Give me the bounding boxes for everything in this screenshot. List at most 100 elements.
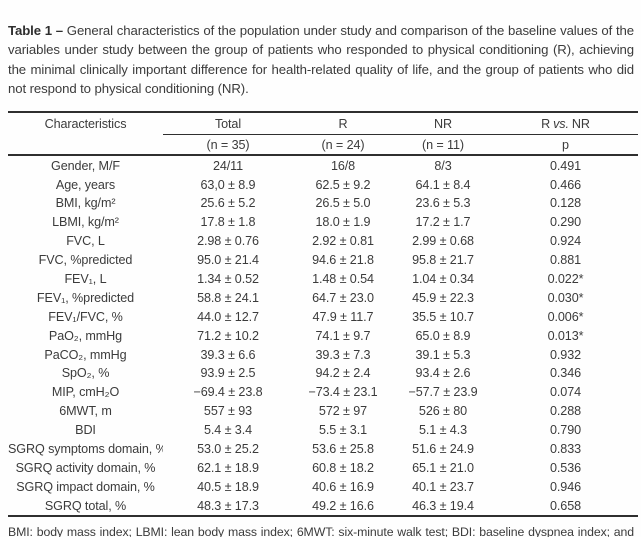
header-nr-n: (n = 11) bbox=[393, 134, 493, 157]
r-cell: 39.3 ± 7.3 bbox=[315, 347, 371, 362]
p-cell: 0.013* bbox=[547, 328, 584, 343]
header-r-n: (n = 24) bbox=[293, 134, 393, 157]
row-label-cell: BDI bbox=[75, 423, 96, 438]
header-p: p bbox=[493, 134, 638, 157]
p-cell: 0.074 bbox=[549, 385, 581, 400]
nr-cell: 526 ± 80 bbox=[418, 404, 468, 419]
p-cell: 0.022* bbox=[547, 271, 584, 286]
r-cell: 60.8 ± 18.2 bbox=[312, 460, 374, 475]
r-cell: 49.2 ± 16.6 bbox=[293, 496, 393, 518]
r-cell: 64.7 ± 23.0 bbox=[312, 290, 374, 305]
table-caption-label: Table 1 – bbox=[8, 23, 63, 39]
table-row: SpO₂, % 93.9 ± 2.5 94.2 ± 2.4 93.4 ± 2.6… bbox=[8, 364, 638, 383]
table-row: Age, years 63,0 ± 8.9 62.5 ± 9.2 64.1 ± … bbox=[8, 175, 638, 194]
table-row: LBMI, kg/m² 17.8 ± 1.8 18.0 ± 1.9 17.2 ±… bbox=[8, 213, 638, 232]
nr-cell: 2.99 ± 0.68 bbox=[412, 234, 474, 249]
row-label-cell: SGRQ impact domain, % bbox=[16, 479, 155, 494]
row-label-cell: SGRQ activity domain, % bbox=[15, 460, 156, 475]
r-cell: 5.5 ± 3.1 bbox=[318, 423, 368, 438]
total-cell: 58.8 ± 24.1 bbox=[197, 290, 259, 305]
row-label-cell: LBMI, kg/m² bbox=[52, 215, 119, 230]
nr-cell: 46.3 ± 19.4 bbox=[393, 496, 493, 518]
row-label-cell: 6MWT, m bbox=[59, 404, 112, 419]
header-nr: NR bbox=[393, 112, 493, 136]
r-cell: 47.9 ± 11.7 bbox=[312, 309, 374, 324]
p-cell: 0.932 bbox=[549, 347, 581, 362]
table-row: MIP, cmH₂O −69.4 ± 23.8 −73.4 ± 23.1 −57… bbox=[8, 383, 638, 402]
r-cell: 53.6 ± 25.8 bbox=[312, 441, 374, 456]
table-row: 6MWT, m 557 ± 93 572 ± 97 526 ± 80 0.288 bbox=[8, 402, 638, 421]
p-cell: 0.466 bbox=[549, 177, 581, 192]
nr-cell: 1.04 ± 0.34 bbox=[412, 271, 474, 286]
table-caption-text: General characteristics of the populatio… bbox=[8, 23, 634, 96]
total-cell: 25.6 ± 5.2 bbox=[200, 196, 256, 211]
total-cell: 93.9 ± 2.5 bbox=[200, 366, 256, 381]
p-cell: 0.790 bbox=[549, 423, 581, 438]
nr-cell: 8/3 bbox=[434, 158, 452, 173]
total-cell: 44.0 ± 12.7 bbox=[197, 309, 259, 324]
row-label-cell: FVC, L bbox=[66, 234, 105, 249]
header-row-counts: (n = 35) (n = 24) (n = 11) p bbox=[8, 134, 638, 157]
table-row: Gender, M/F 24/11 16/8 8/3 0.491 bbox=[8, 155, 638, 175]
table-row: FVC, L 2.98 ± 0.76 2.92 ± 0.81 2.99 ± 0.… bbox=[8, 232, 638, 251]
row-label-cell: SGRQ total, % bbox=[8, 496, 163, 518]
table-row: PaO₂, mmHg 71.2 ± 10.2 74.1 ± 9.7 65.0 ±… bbox=[8, 326, 638, 345]
row-label-cell: Gender, M/F bbox=[51, 158, 120, 173]
r-cell: 94.2 ± 2.4 bbox=[315, 366, 371, 381]
p-cell: 0.833 bbox=[549, 441, 581, 456]
table-row: SGRQ impact domain, % 40.5 ± 18.9 40.6 ±… bbox=[8, 477, 638, 496]
nr-cell: 93.4 ± 2.6 bbox=[415, 366, 471, 381]
p-cell: 0.536 bbox=[549, 460, 581, 475]
table-body: Gender, M/F 24/11 16/8 8/3 0.491 Age, ye… bbox=[8, 155, 638, 518]
header-spacer-cell bbox=[8, 134, 163, 157]
r-cell: 572 ± 97 bbox=[318, 404, 368, 419]
r-cell: 62.5 ± 9.2 bbox=[315, 177, 371, 192]
r-cell: 18.0 ± 1.9 bbox=[315, 215, 371, 230]
p-cell: 0.128 bbox=[549, 196, 581, 211]
row-label-cell: SGRQ symptoms domain, % bbox=[8, 441, 163, 456]
nr-cell: 51.6 ± 24.9 bbox=[412, 441, 474, 456]
nr-cell: 39.1 ± 5.3 bbox=[415, 347, 471, 362]
r-cell: −73.4 ± 23.1 bbox=[308, 385, 378, 400]
r-cell: 74.1 ± 9.7 bbox=[315, 328, 371, 343]
row-label-cell: PaO₂, mmHg bbox=[48, 328, 123, 343]
table-row: SGRQ total, % 48.3 ± 17.3 49.2 ± 16.6 46… bbox=[8, 496, 638, 518]
total-cell: 48.3 ± 17.3 bbox=[163, 496, 293, 518]
nr-cell: 5.1 ± 4.3 bbox=[418, 423, 468, 438]
total-cell: 95.0 ± 21.4 bbox=[197, 253, 259, 268]
row-label-cell: BMI, kg/m² bbox=[55, 196, 116, 211]
table-footnote: BMI: body mass index; LBMI: lean body ma… bbox=[8, 525, 634, 537]
header-r-vs-nr-prefix: R bbox=[541, 116, 551, 131]
total-cell: 2.98 ± 0.76 bbox=[197, 234, 259, 249]
r-cell: 2.92 ± 0.81 bbox=[312, 234, 374, 249]
total-cell: 24/11 bbox=[212, 158, 244, 173]
p-cell: 0.030* bbox=[547, 290, 584, 305]
table-row: FEV₁, %predicted 58.8 ± 24.1 64.7 ± 23.0… bbox=[8, 288, 638, 307]
r-cell: 40.6 ± 16.9 bbox=[312, 479, 374, 494]
row-label-cell: MIP, cmH₂O bbox=[51, 385, 120, 400]
row-label-cell: FEV₁/FVC, % bbox=[48, 309, 123, 324]
table-row: SGRQ activity domain, % 62.1 ± 18.9 60.8… bbox=[8, 458, 638, 477]
table-row: BMI, kg/m² 25.6 ± 5.2 26.5 ± 5.0 23.6 ± … bbox=[8, 194, 638, 213]
nr-cell: 64.1 ± 8.4 bbox=[415, 177, 471, 192]
p-cell: 0.924 bbox=[549, 234, 581, 249]
r-cell: 1.48 ± 0.54 bbox=[312, 271, 374, 286]
header-r-vs-nr-suffix: NR bbox=[571, 116, 590, 131]
total-cell: 557 ± 93 bbox=[203, 404, 253, 419]
row-label-cell: FVC, %predicted bbox=[38, 253, 133, 268]
total-cell: 53.0 ± 25.2 bbox=[197, 441, 259, 456]
row-label-cell: PaCO₂, mmHg bbox=[44, 347, 127, 362]
p-cell: 0.346 bbox=[549, 366, 581, 381]
total-cell: 63,0 ± 8.9 bbox=[200, 177, 256, 192]
p-cell: 0.658 bbox=[493, 496, 638, 518]
total-cell: −69.4 ± 23.8 bbox=[193, 385, 263, 400]
nr-cell: 45.9 ± 22.3 bbox=[412, 290, 474, 305]
total-cell: 39.3 ± 6.6 bbox=[200, 347, 256, 362]
total-cell: 62.1 ± 18.9 bbox=[197, 460, 259, 475]
nr-cell: 95.8 ± 21.7 bbox=[412, 253, 474, 268]
